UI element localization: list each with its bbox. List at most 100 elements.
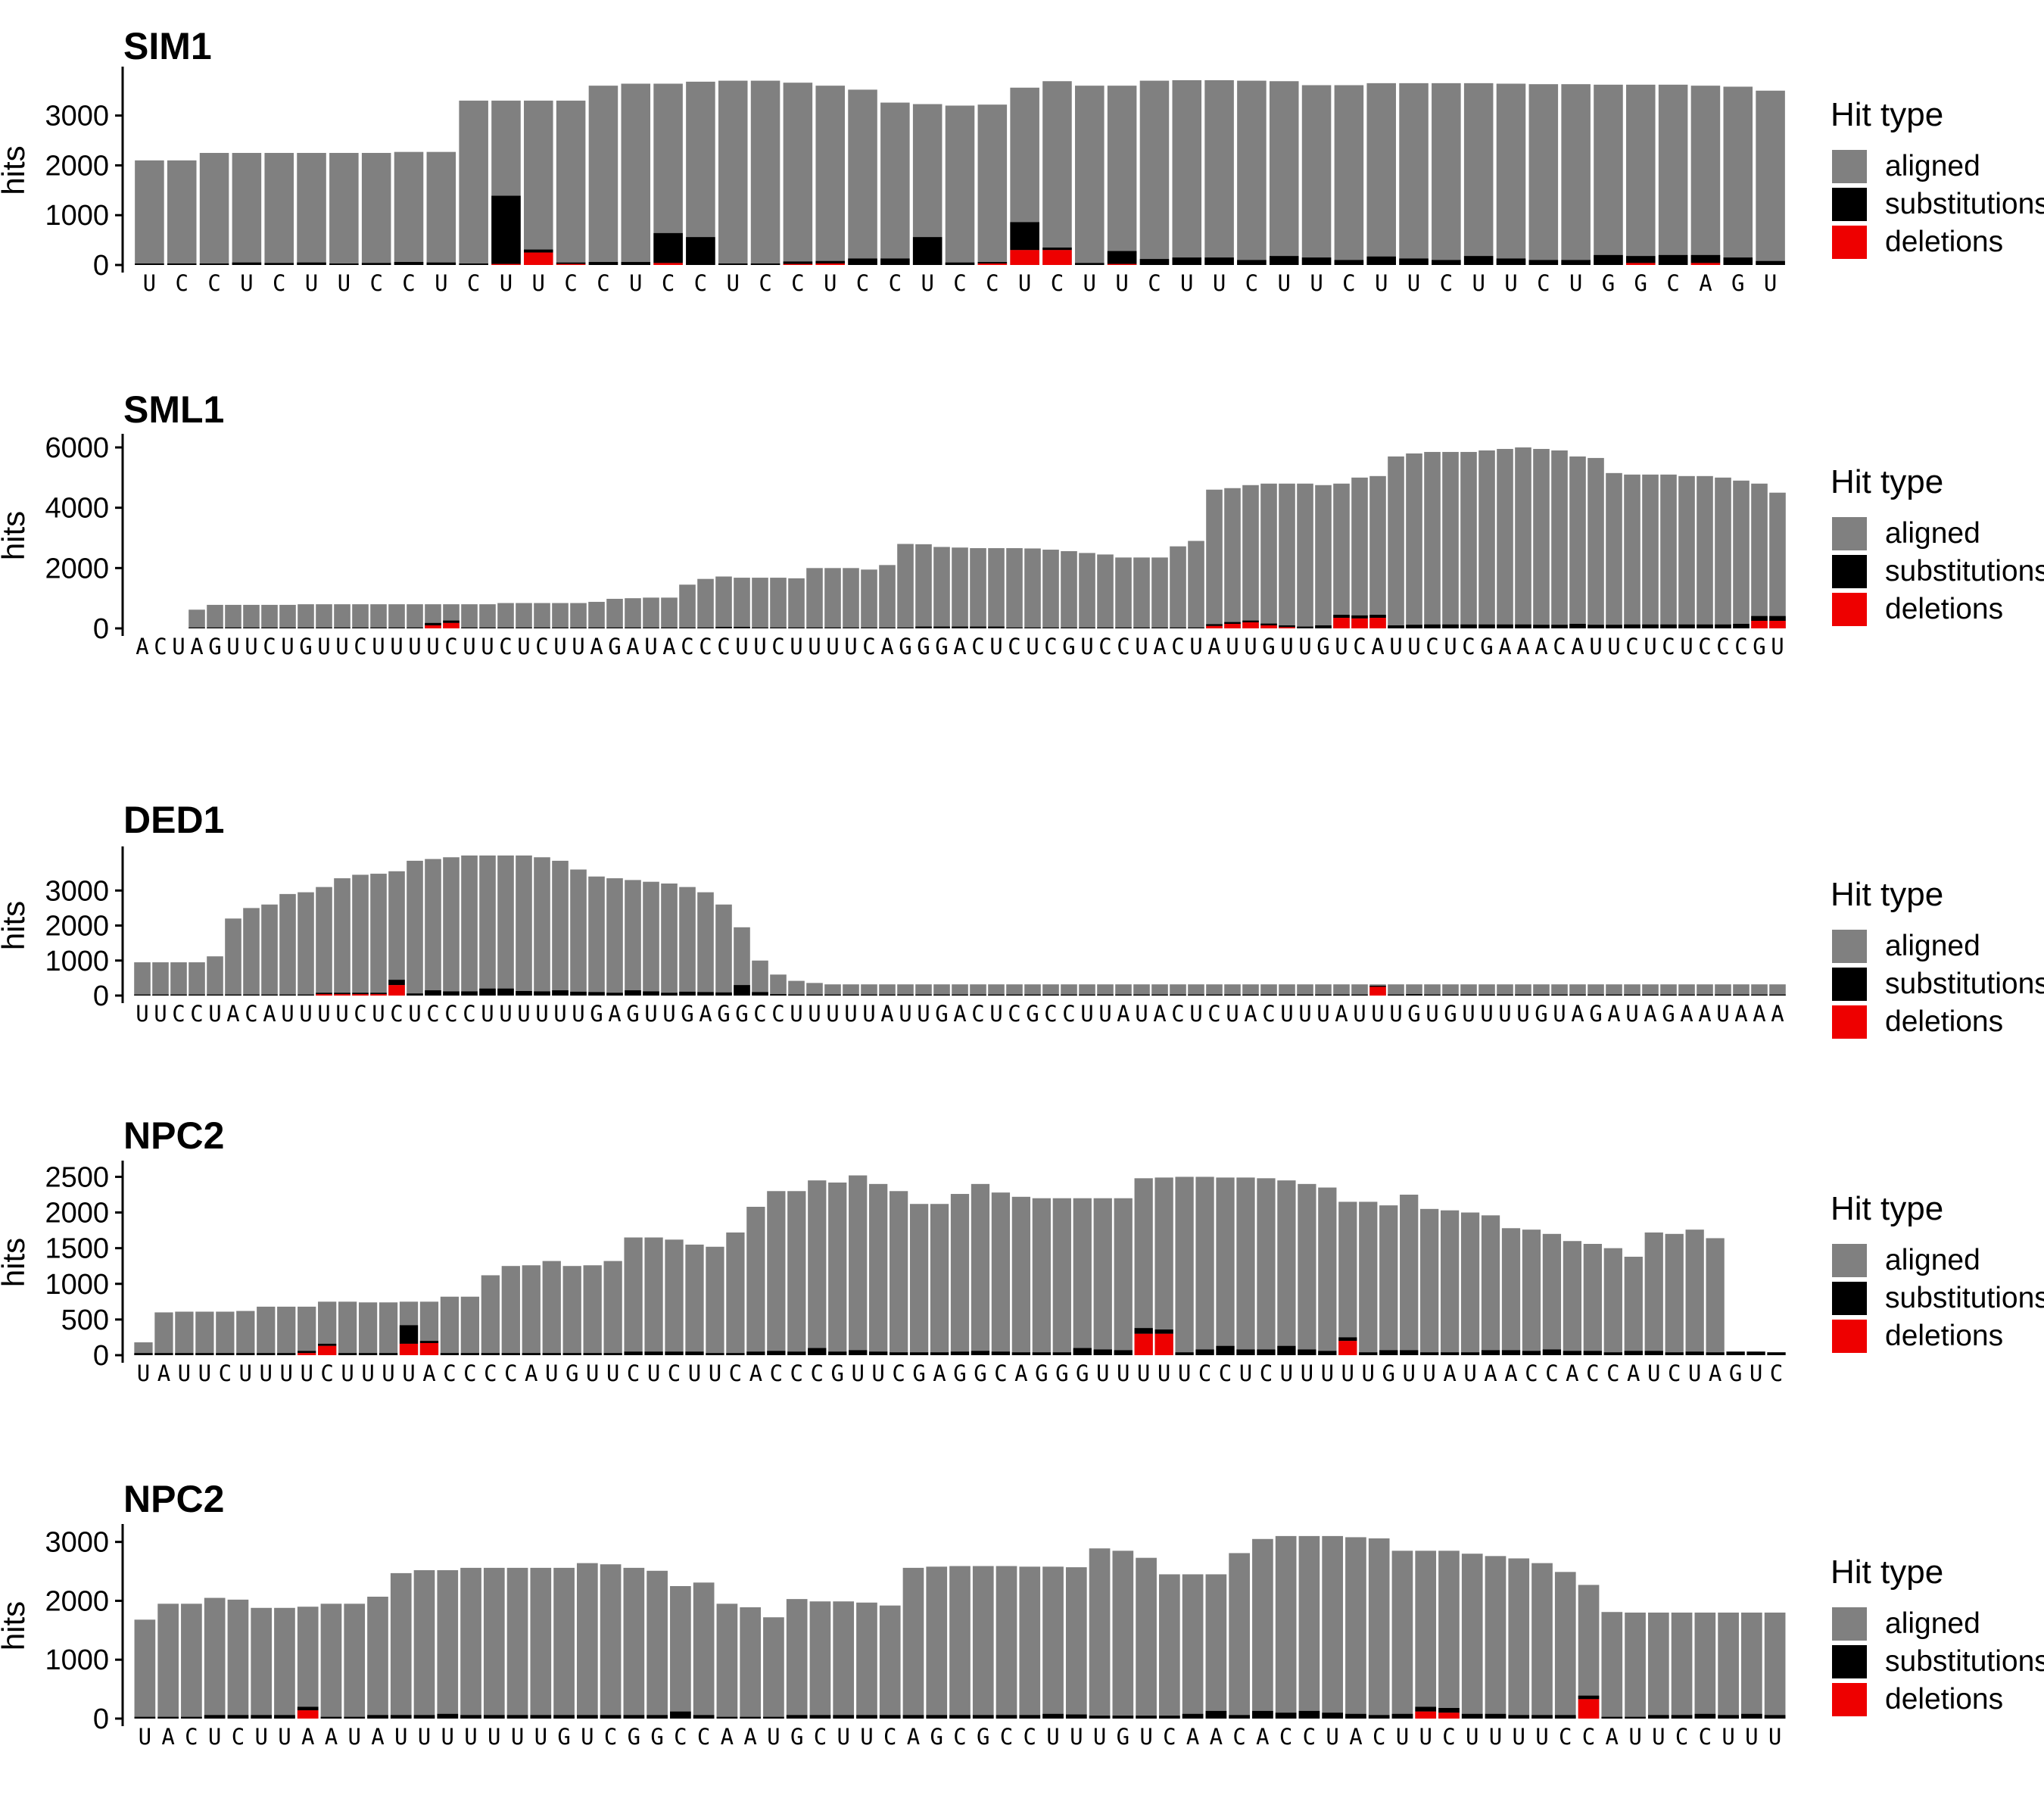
y-axis-label: hits bbox=[0, 145, 31, 195]
bar-substitutions bbox=[1606, 994, 1622, 996]
bar-substitutions bbox=[1706, 1352, 1725, 1355]
bar-aligned bbox=[460, 1296, 480, 1355]
x-tick-label: C bbox=[1462, 634, 1475, 659]
bar-aligned bbox=[352, 874, 369, 996]
bar-substitutions bbox=[243, 994, 260, 996]
x-tick-label: U bbox=[1644, 634, 1656, 659]
bar-aligned bbox=[1079, 553, 1095, 628]
x-tick-label: G bbox=[1382, 1360, 1394, 1386]
x-tick-label: U bbox=[1647, 1360, 1660, 1386]
x-tick-label: U bbox=[281, 1001, 294, 1027]
bar-aligned bbox=[181, 1604, 202, 1719]
bar-substitutions bbox=[1551, 625, 1568, 628]
bar-substitutions bbox=[134, 1716, 156, 1719]
legend-label-deletions: deletions bbox=[1885, 226, 2003, 258]
bar-substitutions bbox=[134, 1353, 153, 1355]
x-tick-label: C bbox=[759, 270, 771, 296]
x-tick-label: C bbox=[219, 1360, 232, 1386]
y-tick-label: 0 bbox=[93, 980, 109, 1012]
x-tick-label: A bbox=[953, 634, 966, 659]
bar-substitutions bbox=[394, 262, 424, 265]
bar-aligned bbox=[1508, 1558, 1530, 1719]
bar-substitutions bbox=[425, 622, 441, 626]
bar-aligned bbox=[843, 568, 859, 628]
y-tick-label: 4000 bbox=[45, 493, 109, 525]
bar-aligned bbox=[534, 603, 550, 628]
bar-aligned bbox=[623, 1567, 645, 1719]
bar-aligned bbox=[788, 578, 805, 628]
bar-substitutions bbox=[1322, 1713, 1344, 1719]
bar-aligned bbox=[1236, 1177, 1255, 1355]
bar-aligned bbox=[1625, 1613, 1646, 1719]
x-tick-label: U bbox=[688, 1360, 701, 1386]
bar-substitutions bbox=[1460, 624, 1477, 628]
x-tick-label: U bbox=[1139, 1724, 1152, 1750]
bar-aligned bbox=[697, 892, 714, 996]
x-tick-label: A bbox=[422, 1360, 435, 1386]
bar-substitutions bbox=[1715, 624, 1731, 628]
x-tick-label: C bbox=[699, 634, 712, 659]
bar-substitutions bbox=[460, 1353, 480, 1355]
bar-deletions bbox=[1751, 621, 1768, 628]
bar-substitutions bbox=[1644, 1351, 1663, 1355]
x-tick-label: A bbox=[1153, 1001, 1166, 1027]
x-tick-label: C bbox=[1625, 634, 1638, 659]
bar-aligned bbox=[1237, 80, 1267, 265]
bar-substitutions bbox=[1751, 616, 1768, 622]
bar-aligned bbox=[1334, 85, 1364, 265]
bar-substitutions bbox=[1366, 256, 1396, 265]
x-tick-label: A bbox=[749, 1360, 762, 1386]
bar-aligned bbox=[1440, 1210, 1460, 1355]
bar-aligned bbox=[770, 974, 787, 996]
bar-aligned bbox=[1542, 1233, 1562, 1355]
x-tick-label: U bbox=[1178, 1360, 1191, 1386]
x-tick-label: U bbox=[172, 634, 185, 659]
legend-title: Hit type bbox=[1831, 463, 1943, 500]
x-tick-label: C bbox=[814, 1724, 827, 1750]
bar-substitutions bbox=[670, 1711, 691, 1719]
x-tick-label: A bbox=[1571, 634, 1584, 659]
y-tick-label: 6000 bbox=[45, 432, 109, 464]
x-tick-label: C bbox=[1044, 1001, 1057, 1027]
bar-substitutions bbox=[1741, 1713, 1762, 1719]
bar-substitutions bbox=[624, 1351, 643, 1355]
bar-substitutions bbox=[996, 1715, 1017, 1719]
bar-substitutions bbox=[600, 1715, 622, 1719]
x-tick-label: C bbox=[811, 1360, 824, 1386]
bar-aligned bbox=[134, 1619, 156, 1719]
bar-substitutions bbox=[750, 263, 781, 265]
bar-substitutions bbox=[522, 1353, 541, 1355]
x-tick-label: C bbox=[1245, 270, 1258, 296]
bar-substitutions bbox=[236, 1353, 255, 1355]
bar-deletions bbox=[1010, 250, 1039, 265]
bar-aligned bbox=[1415, 1551, 1437, 1719]
bar-aligned bbox=[1706, 1238, 1725, 1355]
bar-substitutions bbox=[264, 263, 294, 265]
bar-substitutions bbox=[1139, 259, 1170, 265]
bar-aligned bbox=[750, 80, 781, 265]
bar-substitutions bbox=[1478, 994, 1495, 996]
bar-aligned bbox=[1741, 1613, 1762, 1719]
bar-deletions bbox=[1578, 1699, 1600, 1719]
x-tick-label: U bbox=[390, 634, 403, 659]
bar-aligned bbox=[861, 569, 877, 628]
bar-substitutions bbox=[977, 262, 1008, 264]
x-tick-label: A bbox=[907, 1724, 920, 1750]
bar-aligned bbox=[460, 1567, 481, 1719]
x-tick-label: A bbox=[226, 1001, 239, 1027]
x-tick-label: U bbox=[1504, 270, 1517, 296]
x-tick-label: U bbox=[1213, 270, 1226, 296]
x-tick-label: C bbox=[694, 270, 707, 296]
x-tick-label: C bbox=[1675, 1724, 1688, 1750]
x-tick-label: C bbox=[463, 1360, 476, 1386]
x-tick-label: C bbox=[499, 634, 512, 659]
x-tick-label: U bbox=[1444, 634, 1457, 659]
bar-substitutions bbox=[1578, 1695, 1600, 1700]
bar-substitutions bbox=[1767, 1352, 1786, 1355]
bar-substitutions bbox=[232, 262, 262, 265]
x-tick-label: U bbox=[1422, 1360, 1435, 1386]
bar-substitutions bbox=[952, 626, 968, 628]
bar-substitutions bbox=[1647, 1715, 1669, 1719]
